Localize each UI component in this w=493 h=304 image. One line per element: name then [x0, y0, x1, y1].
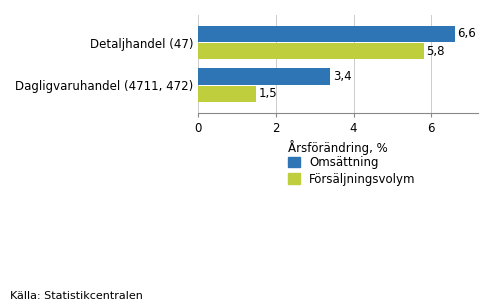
- Text: 6,6: 6,6: [458, 27, 476, 40]
- Bar: [198, 86, 256, 102]
- Bar: [198, 43, 423, 60]
- X-axis label: Årsförändring, %: Årsförändring, %: [288, 140, 388, 155]
- Text: 1,5: 1,5: [259, 88, 278, 101]
- Bar: [198, 68, 330, 85]
- Text: 3,4: 3,4: [333, 70, 352, 83]
- Text: 5,8: 5,8: [426, 45, 445, 58]
- Legend: Omsättning, Försäljningsvolym: Omsättning, Försäljningsvolym: [288, 156, 416, 185]
- Text: Källa: Statistikcentralen: Källa: Statistikcentralen: [10, 291, 143, 301]
- Bar: [198, 26, 455, 42]
